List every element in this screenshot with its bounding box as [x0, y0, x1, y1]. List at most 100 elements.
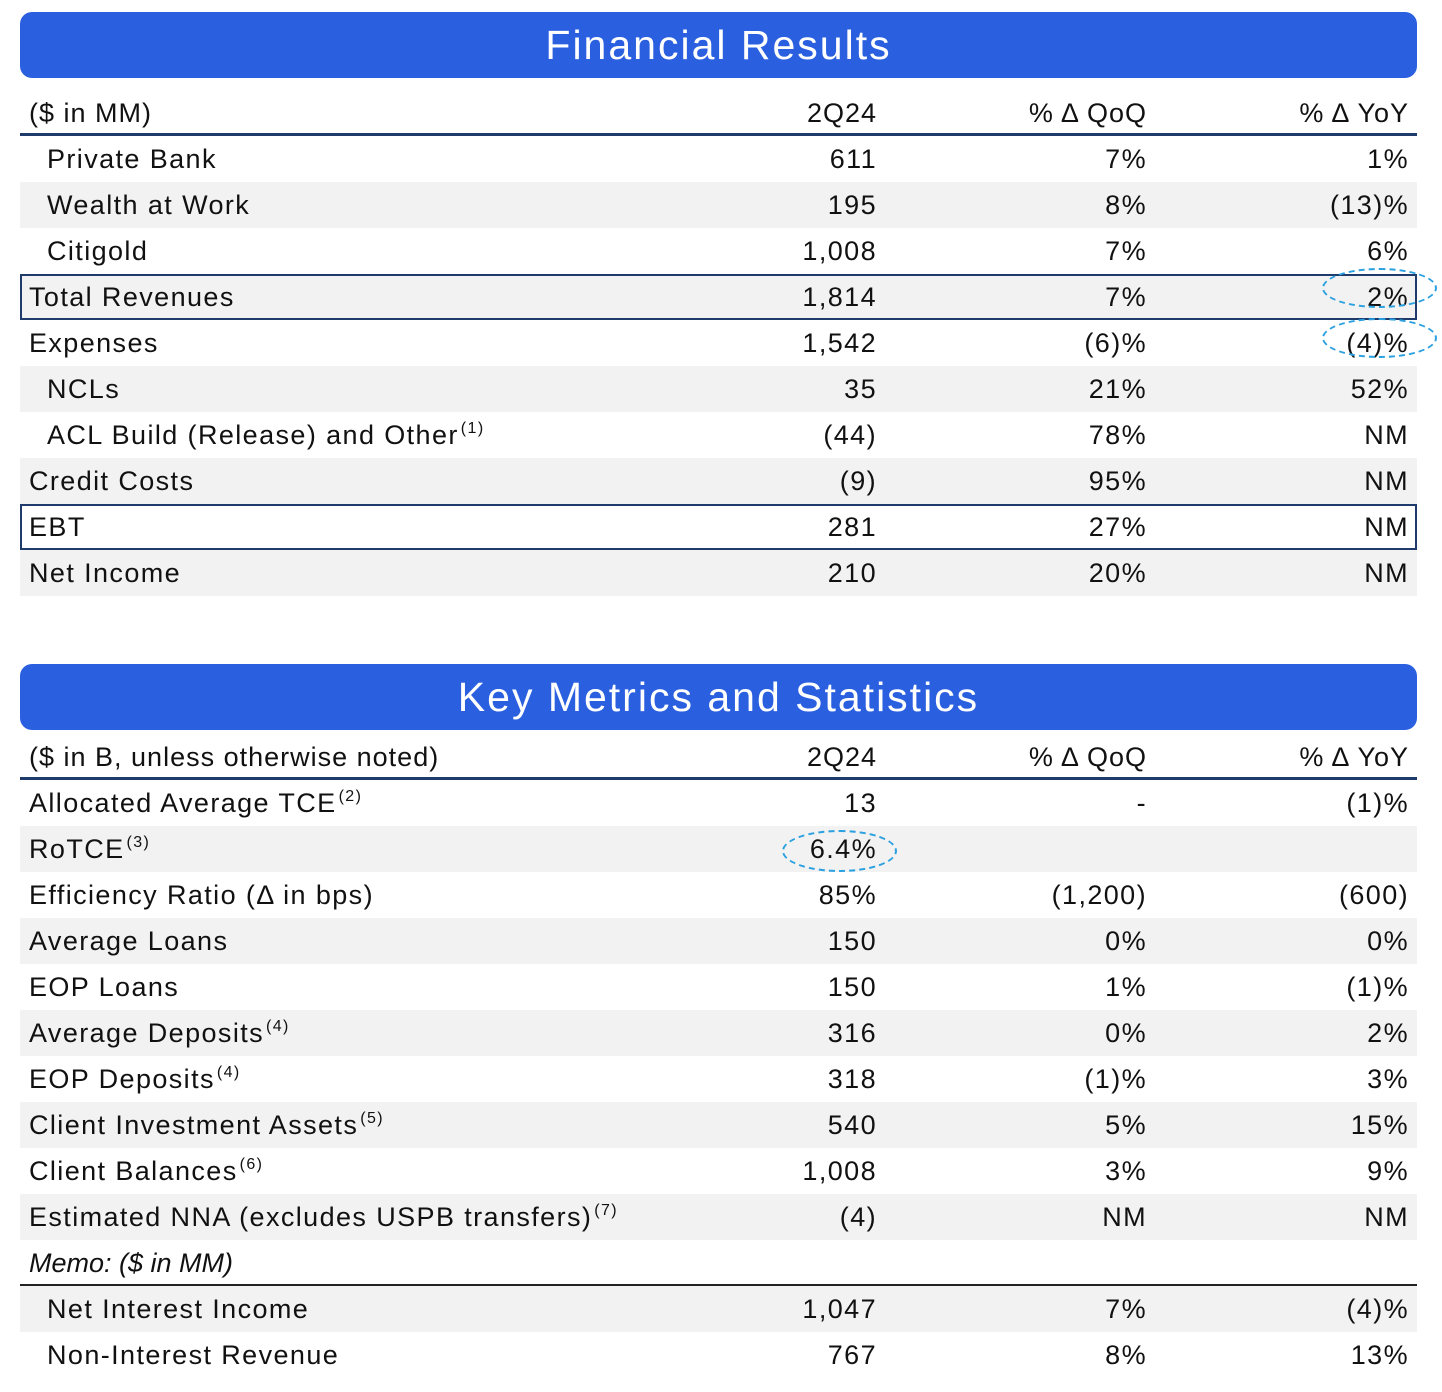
row-label: Non-Interest Revenue — [47, 1340, 340, 1370]
row-label: NCLs — [47, 374, 121, 404]
row-2q24: 1,047 — [802, 1294, 877, 1324]
row-yoy: 6% — [1367, 236, 1409, 266]
row-2q24: (9) — [839, 466, 877, 496]
row-yoy: (4)% — [1346, 328, 1409, 358]
row-2q24: 150 — [827, 972, 877, 1002]
row-qoq: (6)% — [1084, 328, 1147, 358]
row-yoy: (1)% — [1346, 972, 1409, 1002]
row-yoy: 3% — [1367, 1064, 1409, 1094]
row-yoy: NM — [1364, 558, 1409, 588]
row-label: Client Balances (6) — [29, 1156, 264, 1186]
financial-results-section: Financial Results ($ in MM) 2Q24 % Δ QoQ… — [20, 12, 1417, 596]
row-qoq: (1)% — [1084, 1064, 1147, 1094]
row-label: Average Loans — [29, 926, 229, 956]
footnote-marker: (1) — [460, 420, 485, 437]
footnote-marker: (2) — [338, 788, 363, 805]
row-yoy: 2% — [1367, 282, 1409, 312]
table-row: Non-Interest Revenue 767 8% 13% — [20, 1332, 1417, 1378]
row-yoy: NM — [1364, 512, 1409, 542]
memo-header-row: Memo: ($ in MM) — [20, 1240, 1417, 1286]
row-qoq: 7% — [1105, 236, 1147, 266]
row-2q24: 611 — [829, 144, 877, 174]
row-label: ACL Build (Release) and Other (1) — [47, 420, 485, 450]
row-2q24: 1,008 — [802, 236, 877, 266]
row-2q24: 316 — [827, 1018, 877, 1048]
row-qoq: (1,200) — [1051, 880, 1147, 910]
key-metrics-section: Key Metrics and Statistics ($ in B, unle… — [20, 664, 1417, 1378]
financial-header-row: ($ in MM) 2Q24 % Δ QoQ % Δ YoY — [20, 90, 1417, 136]
row-qoq: 0% — [1105, 926, 1147, 956]
row-label: EBT — [29, 512, 86, 542]
row-yoy: 52% — [1350, 374, 1409, 404]
row-qoq: - — [1136, 788, 1147, 818]
financial-header-qoq: % Δ QoQ — [1028, 98, 1147, 128]
footnote-marker: (4) — [216, 1064, 241, 1081]
row-yoy: NM — [1364, 420, 1409, 450]
financial-header-label: ($ in MM) — [29, 98, 152, 128]
row-qoq: 95% — [1088, 466, 1147, 496]
row-yoy: (13)% — [1329, 190, 1409, 220]
table-row: Client Balances (6) 1,008 3% 9% — [20, 1148, 1417, 1194]
row-qoq: 0% — [1105, 1018, 1147, 1048]
footnote-marker: (7) — [594, 1202, 619, 1219]
memo-label: Memo: ($ in MM) — [29, 1248, 234, 1278]
table-row: Client Investment Assets (5) 540 5% 15% — [20, 1102, 1417, 1148]
table-row: Net Interest Income 1,047 7% (4)% — [20, 1286, 1417, 1332]
metrics-header-label: ($ in B, unless otherwise noted) — [29, 742, 440, 772]
row-yoy: NM — [1364, 466, 1409, 496]
row-label: Estimated NNA (excludes USPB transfers)(… — [29, 1202, 619, 1232]
row-qoq: 21% — [1088, 374, 1147, 404]
row-2q24: 1,542 — [802, 328, 877, 358]
row-2q24: 210 — [827, 558, 877, 588]
row-2q24: (4) — [839, 1202, 877, 1232]
row-2q24: 13 — [844, 788, 877, 818]
row-2q24: 6.4% — [809, 834, 877, 864]
metrics-header-2q24: 2Q24 — [806, 742, 877, 772]
row-2q24: 540 — [827, 1110, 877, 1140]
table-row: Credit Costs (9) 95% NM — [20, 458, 1417, 504]
row-qoq: 27% — [1088, 512, 1147, 542]
row-label: Private Bank — [47, 144, 217, 174]
table-row: Wealth at Work 195 8% (13)% — [20, 182, 1417, 228]
table-row: RoTCE (3) 6.4% — [20, 826, 1417, 872]
metrics-header-qoq: % Δ QoQ — [1028, 742, 1147, 772]
row-label: Client Investment Assets (5) — [29, 1110, 384, 1140]
row-qoq: 7% — [1105, 144, 1147, 174]
row-qoq: 8% — [1105, 1340, 1147, 1370]
table-row: Allocated Average TCE (2) 13 - (1)% — [20, 780, 1417, 826]
row-2q24: 1,008 — [802, 1156, 877, 1186]
financial-results-banner: Financial Results — [20, 12, 1417, 78]
footnote-marker: (5) — [360, 1110, 384, 1127]
metrics-header-yoy: % Δ YoY — [1299, 742, 1409, 772]
row-label: EOP Loans — [29, 972, 180, 1002]
row-yoy: 1% — [1367, 144, 1409, 174]
row-label: Credit Costs — [29, 466, 195, 496]
row-yoy: 15% — [1350, 1110, 1409, 1140]
ebt-row: EBT 281 27% NM — [20, 504, 1417, 550]
table-row: EOP Deposits (4) 318 (1)% 3% — [20, 1056, 1417, 1102]
row-qoq: 8% — [1105, 190, 1147, 220]
table-row: Net Income 210 20% NM — [20, 550, 1417, 596]
row-qoq: 7% — [1105, 1294, 1147, 1324]
table-row: Expenses 1,542 (6)% (4)% — [20, 320, 1417, 366]
table-row: Efficiency Ratio (Δ in bps) 85% (1,200) … — [20, 872, 1417, 918]
table-row: Private Bank 611 7% 1% — [20, 136, 1417, 182]
row-label: Average Deposits (4) — [29, 1018, 290, 1048]
row-label: Efficiency Ratio (Δ in bps) — [29, 880, 374, 910]
row-qoq: 7% — [1105, 282, 1147, 312]
table-row: Estimated NNA (excludes USPB transfers)(… — [20, 1194, 1417, 1240]
row-label: Expenses — [29, 328, 159, 358]
row-2q24: 318 — [827, 1064, 877, 1094]
table-row: Average Deposits (4) 316 0% 2% — [20, 1010, 1417, 1056]
key-metrics-banner: Key Metrics and Statistics — [20, 664, 1417, 730]
financial-header-2q24: 2Q24 — [806, 98, 877, 128]
row-2q24: 767 — [827, 1340, 877, 1370]
table-row: Citigold 1,008 7% 6% — [20, 228, 1417, 274]
row-2q24: 1,814 — [802, 282, 877, 312]
row-qoq: 5% — [1105, 1110, 1147, 1140]
row-2q24: 85% — [818, 880, 877, 910]
row-2q24: 35 — [844, 374, 877, 404]
row-2q24: 150 — [827, 926, 877, 956]
footnote-marker: (6) — [239, 1156, 264, 1173]
row-yoy: 9% — [1367, 1156, 1409, 1186]
